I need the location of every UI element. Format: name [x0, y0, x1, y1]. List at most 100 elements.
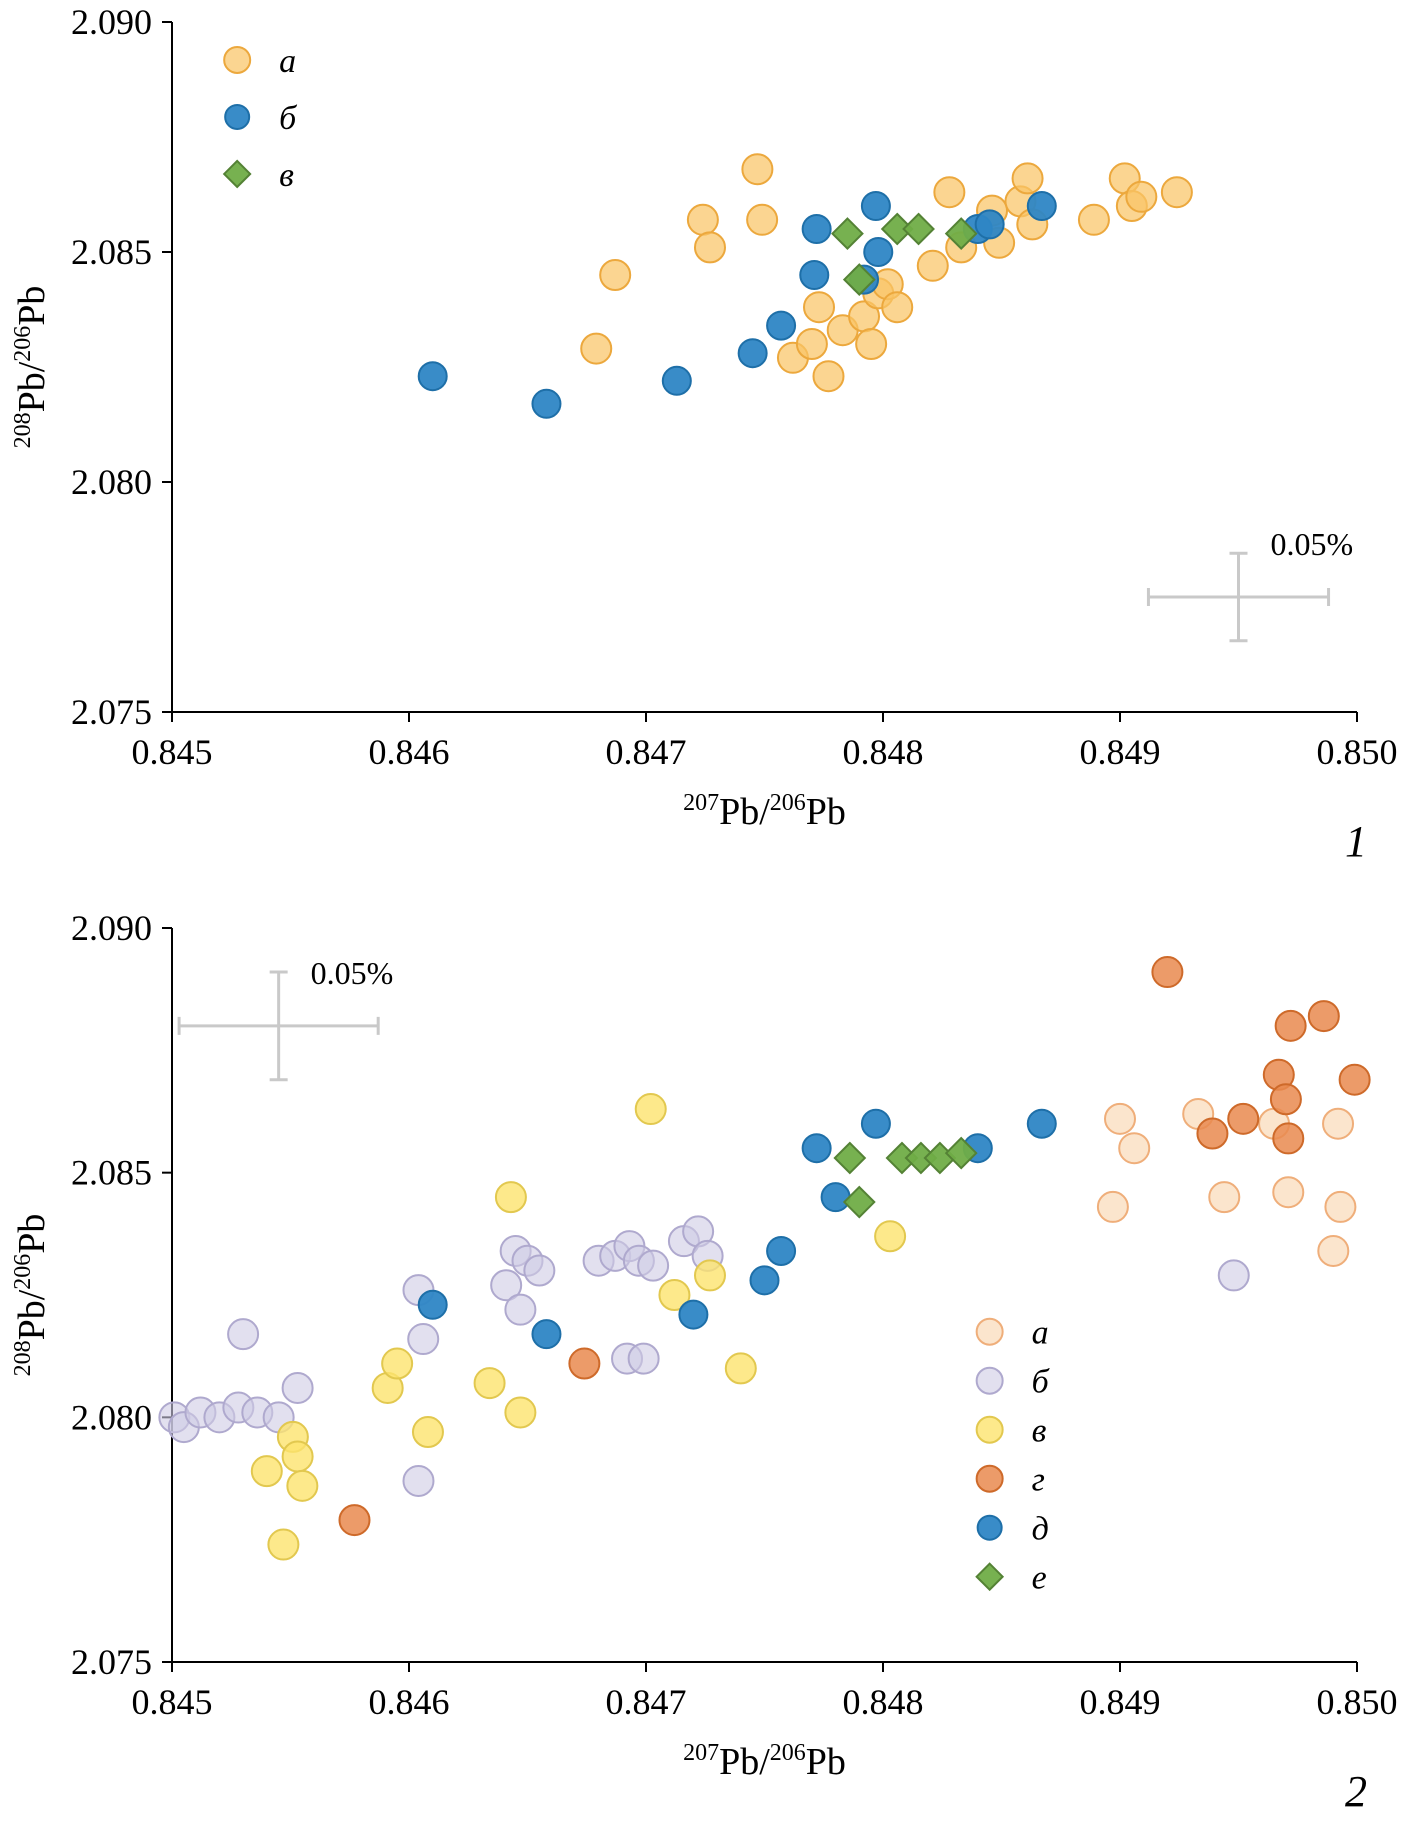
y-axis-label: 208Pb/206Pb [10, 1214, 53, 1377]
data-point-a [1011, 162, 1044, 195]
data-point-v [504, 1396, 537, 1429]
data-point-b [490, 1269, 523, 1302]
data-point-e [833, 1141, 867, 1175]
data-point-v [634, 1093, 667, 1126]
data-point-b [627, 1342, 660, 1375]
data-point-b [766, 310, 797, 341]
data-point-a [1077, 203, 1110, 236]
error-cross-label: 0.05% [1271, 526, 1354, 562]
data-point-g [1307, 1000, 1340, 1033]
legend-marker-g [975, 1464, 1004, 1493]
y-tick-label: 2.085 [71, 1153, 152, 1193]
data-point-a [933, 176, 966, 209]
data-point-v [831, 217, 864, 251]
data-point-d [820, 1182, 851, 1213]
y-tick-label: 2.090 [71, 908, 152, 948]
x-axis-label: 207Pb/206Pb [683, 1740, 846, 1783]
x-tick-label: 0.848 [843, 732, 924, 772]
data-point-g [1196, 1117, 1229, 1150]
x-tick-label: 0.845 [132, 1682, 213, 1722]
chart-panel-2: 0.845 0.846 0.847 0.848 0.849 0.850 2.075 2.080… [10, 908, 1398, 1816]
data-point-a [1317, 1234, 1350, 1267]
data-point-a [1125, 180, 1158, 213]
x-axis-label: 207Pb/206Pb [683, 790, 846, 833]
data-point-d [1026, 1108, 1057, 1139]
data-point-v [281, 1440, 314, 1473]
data-point-d [749, 1265, 780, 1296]
legend-marker-b [224, 103, 251, 130]
data-point-d [531, 1319, 562, 1350]
data-point-g [568, 1347, 601, 1380]
data-point-a [1104, 1102, 1136, 1135]
chart-panel-1: 0.845 0.846 0.847 0.848 0.849 0.850 2.075 2.080… [10, 2, 1398, 866]
data-point-a [1118, 1132, 1151, 1165]
data-point-g [1269, 1083, 1302, 1116]
x-tick-label: 0.849 [1080, 732, 1161, 772]
data-point-b [407, 1323, 440, 1356]
data-point-g [1338, 1063, 1371, 1096]
data-point-b [523, 1254, 556, 1287]
legend-label-e: е [1032, 1560, 1047, 1597]
data-point-e [842, 1185, 876, 1219]
error-cross [1146, 551, 1331, 643]
legend-marker-a [975, 1317, 1004, 1346]
legend-marker-e [975, 1562, 1005, 1592]
data-point-b [281, 1371, 314, 1404]
y-tick-label: 2.080 [71, 1397, 152, 1437]
legend-label-v: в [1032, 1413, 1047, 1450]
legend-label-a: а [1032, 1315, 1049, 1352]
data-point-a [1272, 1176, 1305, 1209]
x-tick-label: 0.850 [1317, 1682, 1398, 1722]
data-point-v [658, 1279, 691, 1311]
data-point-b [737, 338, 768, 369]
x-tick-label: 0.846 [369, 1682, 450, 1722]
data-point-a [1160, 176, 1193, 209]
x-tick-label: 0.846 [369, 732, 450, 772]
data-point-b [863, 237, 894, 267]
data-point-b [801, 214, 832, 244]
data-point-b [799, 260, 830, 290]
data-point-v [944, 217, 978, 251]
data-point-v [267, 1528, 300, 1561]
data-point-v [473, 1367, 506, 1400]
error-cross-label: 0.05% [311, 955, 394, 991]
data-point-a [1096, 1190, 1129, 1223]
y-tick-label: 2.085 [71, 232, 152, 272]
data-point-b [860, 191, 891, 221]
legend-label-d: д [1032, 1511, 1049, 1548]
data-point-v [411, 1416, 444, 1449]
data-point-a [916, 249, 949, 282]
data-point-d [417, 1289, 448, 1320]
data-point-d [860, 1108, 891, 1139]
data-point-g [1274, 1009, 1307, 1042]
x-tick-label: 0.849 [1080, 1682, 1161, 1722]
legend-marker-v [975, 1415, 1004, 1444]
data-point-a [1324, 1190, 1357, 1223]
data-point-a [599, 259, 632, 291]
data-point-d [678, 1299, 709, 1330]
data-point-a [855, 328, 888, 360]
data-point-b [661, 365, 692, 396]
data-point-a [881, 291, 914, 324]
data-point-a [746, 203, 779, 236]
legend-marker-v [222, 159, 252, 189]
x-tick-label: 0.850 [1317, 732, 1398, 772]
legend-label-b: б [279, 100, 298, 137]
data-point-a [686, 203, 719, 236]
data-point-b [1026, 191, 1057, 221]
legend-marker-b [975, 1366, 1004, 1395]
data-point-g [1151, 956, 1184, 989]
legend-label-g: г [1032, 1462, 1045, 1499]
data-point-g [338, 1504, 371, 1537]
data-point-v [842, 263, 876, 297]
data-point-v [286, 1469, 319, 1502]
data-point-a [812, 360, 845, 393]
data-point-b [504, 1293, 537, 1326]
y-tick-label: 2.090 [71, 2, 152, 42]
data-point-g [1272, 1122, 1305, 1155]
legend-label-v: в [279, 157, 294, 194]
data-point-a [693, 231, 726, 264]
data-point-v [381, 1347, 414, 1380]
data-point-e [944, 1136, 978, 1170]
